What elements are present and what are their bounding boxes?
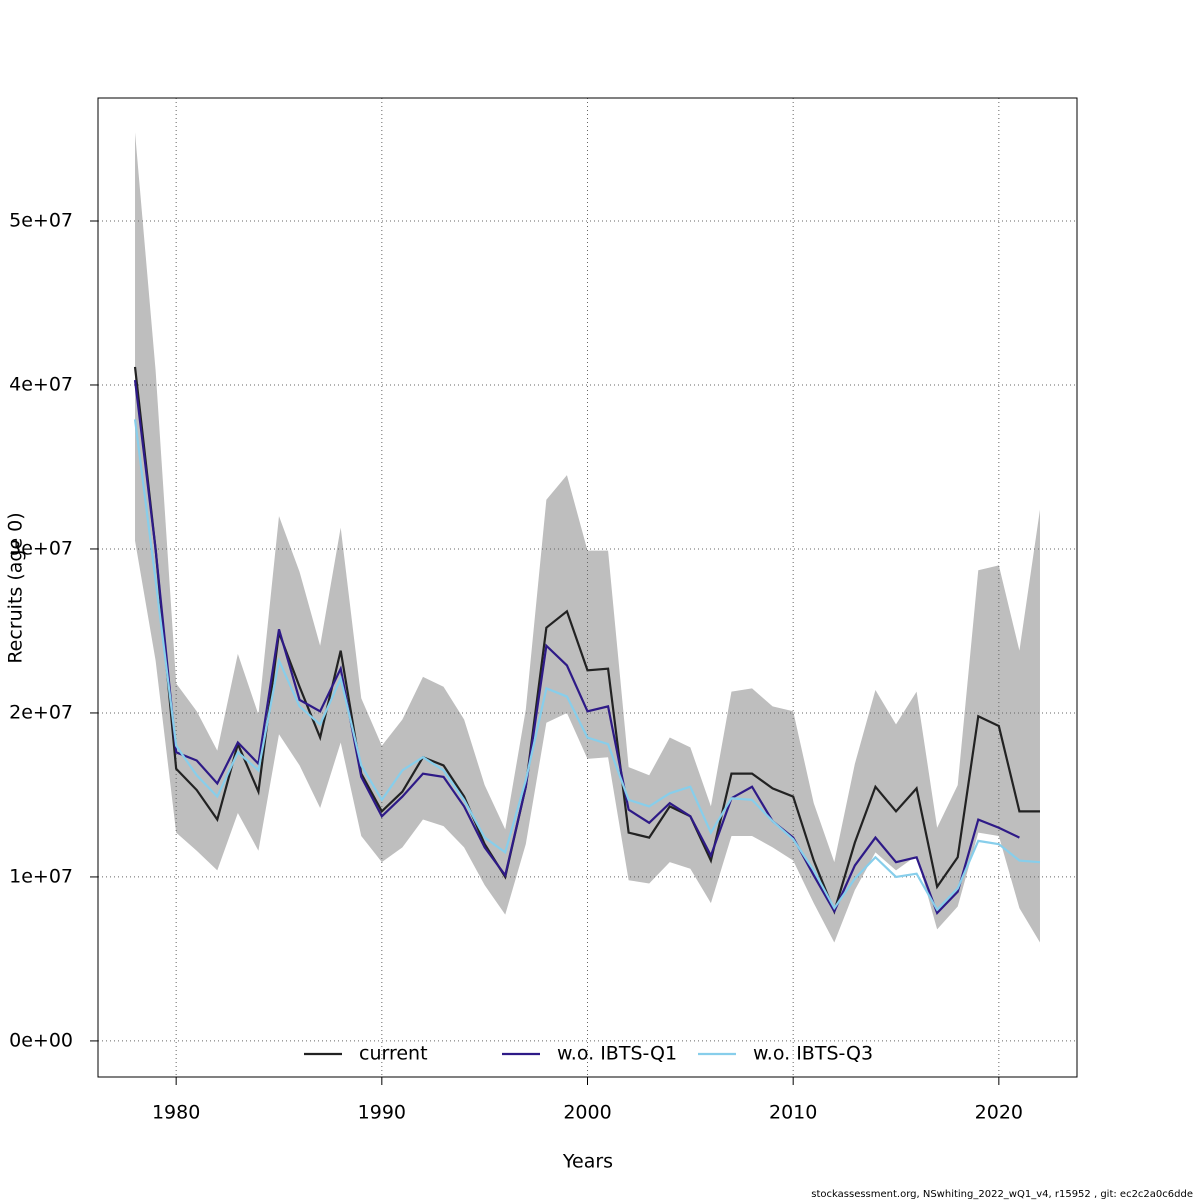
y-tick-label: 5e+07 <box>9 209 73 231</box>
legend-item: current <box>304 1043 428 1065</box>
legend-item: w.o. IBTS-Q1 <box>502 1043 677 1065</box>
x-axis-label: Years <box>562 1151 613 1173</box>
legend-item: w.o. IBTS-Q3 <box>698 1043 873 1065</box>
x-tick-label: 2000 <box>563 1102 611 1124</box>
series-line <box>133 419 1041 912</box>
x-tick-label: 1980 <box>152 1102 200 1124</box>
y-tick-label: 1e+07 <box>9 865 73 887</box>
x-tick-label: 1990 <box>358 1102 406 1124</box>
series-line <box>133 379 1020 916</box>
x-tick-label: 2010 <box>769 1102 817 1124</box>
y-tick-label: 4e+07 <box>9 373 73 395</box>
plot-frame <box>97 97 1078 1078</box>
legend-label: current <box>359 1043 428 1065</box>
y-axis-label: Recruits (age 0) <box>5 512 27 663</box>
y-tick-label: 3e+07 <box>9 537 73 559</box>
legend-label: w.o. IBTS-Q3 <box>753 1043 873 1065</box>
footnote: stockassessment.org, NSwhiting_2022_wQ1_… <box>811 1189 1193 1200</box>
y-tick-label: 2e+07 <box>9 701 73 723</box>
y-tick-label: 0e+00 <box>9 1029 73 1051</box>
x-tick-label: 2020 <box>975 1102 1023 1124</box>
confidence-band <box>135 132 1040 943</box>
legend-label: w.o. IBTS-Q1 <box>557 1043 677 1065</box>
